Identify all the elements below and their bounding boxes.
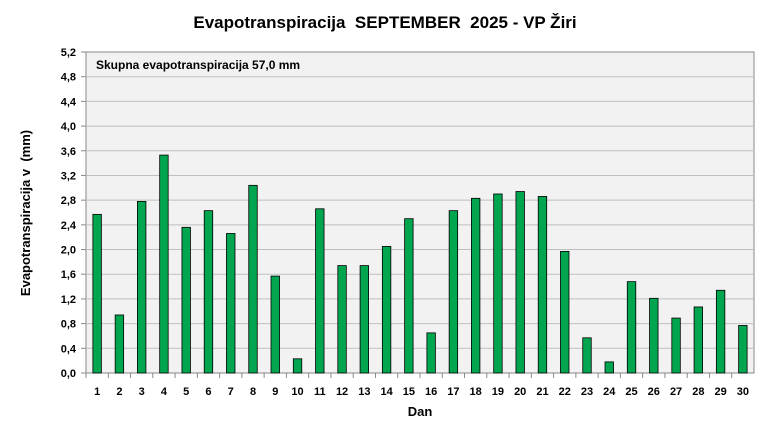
bar-day-12 (337, 265, 347, 374)
plot-area (85, 51, 755, 374)
y-axis-label: Evapotranspiracija v (mm) (18, 130, 33, 296)
bar-day-5 (181, 226, 191, 374)
bar-day-15 (404, 218, 414, 374)
x-tick-label: 30 (737, 386, 749, 398)
x-tick-label: 17 (447, 386, 459, 398)
x-tick-label: 29 (714, 386, 726, 398)
x-tick-label: 12 (336, 386, 348, 398)
bar-day-2 (114, 314, 125, 374)
y-tick-label: 2,4 (61, 220, 77, 232)
y-tick-label: 4,4 (61, 96, 77, 108)
x-tick-label: 1 (94, 386, 100, 398)
chart-title: Evapotranspiracija SEPTEMBER 2025 - VP Ž… (193, 13, 576, 32)
x-tick-label: 18 (470, 386, 482, 398)
bar-day-13 (359, 265, 369, 374)
total-annotation: Skupna evapotranspiracija 57,0 mm (96, 58, 300, 72)
bar-day-8 (248, 184, 258, 374)
y-axis-ticks: 0,0 0,4 0,8 1,2 1,6 2,0 2,4 2,8 3,2 3,6 4,0 4,4 4,8 5… (61, 47, 86, 380)
x-tick-label: 3 (139, 386, 145, 398)
bars (92, 154, 748, 374)
x-tick-label: 14 (380, 386, 393, 398)
y-tick-label: 3,2 (61, 170, 76, 182)
bar-day-7 (226, 233, 236, 374)
y-tick-label: 1,6 (61, 269, 76, 281)
x-tick-label: 15 (403, 386, 415, 398)
y-tick-label: 0,4 (61, 343, 77, 355)
x-tick-label: 6 (205, 386, 211, 398)
y-tick-label: 3,6 (61, 146, 76, 158)
bar-day-9 (270, 275, 280, 374)
x-tick-label: 10 (291, 386, 303, 398)
x-tick-label: 22 (559, 386, 571, 398)
bar-day-16 (426, 332, 436, 374)
x-tick-label: 27 (670, 386, 682, 398)
y-tick-label: 4,8 (61, 72, 76, 84)
y-tick-label: 1,2 (61, 294, 76, 306)
y-tick-label: 0,0 (61, 368, 76, 380)
y-tick-label: 0,8 (61, 319, 76, 331)
x-tick-label: 13 (358, 386, 370, 398)
bar-day-11 (315, 208, 325, 374)
x-tick-label: 26 (648, 386, 660, 398)
x-tick-label: 19 (492, 386, 504, 398)
bar-day-30 (738, 325, 748, 374)
x-tick-label: 25 (625, 386, 637, 398)
x-tick-label: 8 (250, 386, 256, 398)
bar-day-1 (92, 213, 102, 374)
y-tick-label: 2,0 (61, 245, 76, 257)
bar-day-17 (448, 210, 459, 374)
x-tick-label: 7 (228, 386, 234, 398)
x-tick-label: 21 (536, 386, 548, 398)
gridlines (86, 76, 754, 349)
bar-day-18 (471, 197, 481, 374)
x-tick-label: 2 (116, 386, 122, 398)
bar-day-10 (292, 358, 303, 374)
bar-day-26 (649, 297, 659, 374)
x-tick-label: 23 (581, 386, 593, 398)
x-tick-label: 11 (314, 386, 326, 398)
bar-day-29 (715, 289, 726, 374)
bar-day-6 (203, 210, 214, 374)
x-axis-label: Dan (408, 404, 433, 419)
bar-day-4 (159, 154, 169, 374)
x-tick-label: 16 (425, 386, 437, 398)
bar-day-21 (537, 196, 548, 374)
bar-day-20 (515, 191, 525, 374)
x-tick-label: 4 (161, 386, 168, 398)
bar-day-28 (693, 306, 703, 374)
bar-day-25 (626, 281, 637, 374)
bar-day-3 (137, 200, 147, 374)
bar-day-22 (560, 250, 570, 374)
x-tick-label: 9 (272, 386, 278, 398)
bar-day-24 (604, 361, 614, 374)
bar-day-27 (671, 317, 681, 374)
x-axis-ticks: 1 2 3 4 5 6 7 8 9 10 11 12 13 14 15 16 17 18 19 20 21 22 23 24 2… (85, 373, 749, 398)
x-tick-label: 20 (514, 386, 526, 398)
x-tick-label: 24 (603, 386, 616, 398)
y-tick-label: 2,8 (61, 195, 76, 207)
bar-day-23 (582, 337, 592, 374)
bar-day-14 (381, 246, 392, 374)
x-tick-label: 5 (183, 386, 189, 398)
bar-day-19 (493, 193, 503, 374)
x-tick-label: 28 (692, 386, 704, 398)
y-tick-label: 4,0 (61, 121, 76, 133)
y-tick-label: 5,2 (61, 47, 76, 59)
